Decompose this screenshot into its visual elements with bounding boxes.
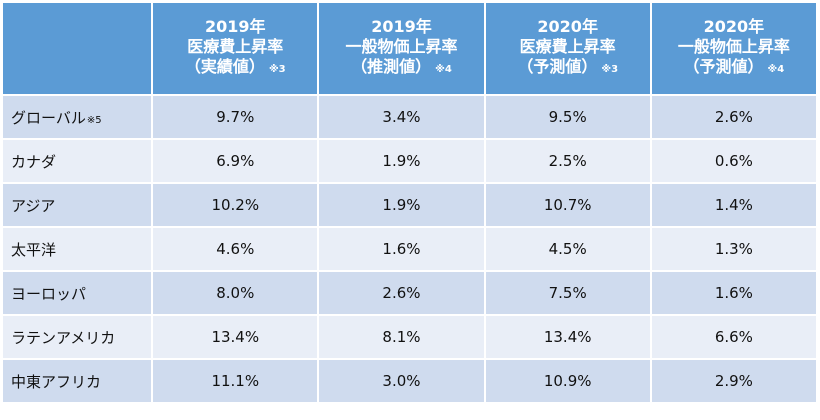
header-title: 一般物価上昇率 bbox=[677, 37, 790, 56]
table-cell: 10.2% bbox=[151, 182, 320, 228]
rates-table: 2019年 医療費上昇率 （実績値） ※3 2019年 一般物価上昇率 （推測値）… bbox=[0, 1, 819, 404]
table-row: アジア 10.2% 1.9% 10.7% 1.4% bbox=[0, 182, 819, 228]
table-cell: 8.1% bbox=[317, 314, 486, 360]
row-label: 中東アフリカ bbox=[0, 358, 154, 404]
row-label: ヨーロッパ bbox=[0, 270, 154, 316]
header-year: 2019年 bbox=[371, 17, 432, 36]
header-year: 2019年 bbox=[205, 17, 266, 36]
header-note: ※3 bbox=[268, 64, 286, 75]
table-cell: 13.4% bbox=[483, 314, 652, 360]
row-note: ※5 bbox=[86, 114, 102, 126]
header-col-2: 2019年 一般物価上昇率 （推測値） ※4 bbox=[317, 1, 486, 96]
header-kind: （実績値） ※3 bbox=[184, 57, 286, 76]
header-corner bbox=[0, 1, 154, 96]
header-year: 2020年 bbox=[537, 17, 598, 36]
table-cell: 6.6% bbox=[649, 314, 819, 360]
table-cell: 2.6% bbox=[649, 94, 819, 140]
table-cell: 1.3% bbox=[649, 226, 819, 272]
table-cell: 10.9% bbox=[483, 358, 652, 404]
header-note: ※4 bbox=[767, 64, 785, 75]
table-row: カナダ 6.9% 1.9% 2.5% 0.6% bbox=[0, 138, 819, 184]
header-title: 一般物価上昇率 bbox=[345, 37, 458, 56]
table-cell: 7.5% bbox=[483, 270, 652, 316]
table-cell: 10.7% bbox=[483, 182, 652, 228]
table-cell: 6.9% bbox=[151, 138, 320, 184]
header-note: ※4 bbox=[435, 64, 452, 75]
header-col-1: 2019年 医療費上昇率 （実績値） ※3 bbox=[151, 1, 320, 96]
row-label: グローバル※5 bbox=[0, 94, 154, 140]
row-label: カナダ bbox=[0, 138, 154, 184]
header-kind: （推測値） ※4 bbox=[351, 57, 452, 76]
table-cell: 0.6% bbox=[649, 138, 819, 184]
table-cell: 4.6% bbox=[151, 226, 320, 272]
table-cell: 1.6% bbox=[649, 270, 819, 316]
table-cell: 1.9% bbox=[317, 182, 486, 228]
row-label: ラテンアメリカ bbox=[0, 314, 154, 360]
table-cell: 13.4% bbox=[151, 314, 320, 360]
header-note: ※3 bbox=[601, 64, 619, 75]
header-col-4: 2020年 一般物価上昇率 （予測値） ※4 bbox=[649, 1, 819, 96]
header-year: 2020年 bbox=[703, 17, 765, 36]
header-title: 医療費上昇率 bbox=[519, 37, 616, 56]
table-row: 太平洋 4.6% 1.6% 4.5% 1.3% bbox=[0, 226, 819, 272]
header-kind: （予測値） ※4 bbox=[683, 57, 785, 76]
table-cell: 1.9% bbox=[317, 138, 486, 184]
table-cell: 9.7% bbox=[151, 94, 320, 140]
table-cell: 3.0% bbox=[317, 358, 486, 404]
table-cell: 2.5% bbox=[483, 138, 652, 184]
header-kind: （予測値） ※3 bbox=[517, 57, 619, 76]
header-col-3: 2020年 医療費上昇率 （予測値） ※3 bbox=[483, 1, 652, 96]
table-cell: 8.0% bbox=[151, 270, 320, 316]
table-cell: 3.4% bbox=[317, 94, 486, 140]
table-cell: 2.9% bbox=[649, 358, 819, 404]
table-row: ヨーロッパ 8.0% 2.6% 7.5% 1.6% bbox=[0, 270, 819, 316]
header-row: 2019年 医療費上昇率 （実績値） ※3 2019年 一般物価上昇率 （推測値）… bbox=[0, 1, 819, 96]
header-title: 医療費上昇率 bbox=[187, 37, 284, 56]
row-label: アジア bbox=[0, 182, 154, 228]
table-row: 中東アフリカ 11.1% 3.0% 10.9% 2.9% bbox=[0, 358, 819, 404]
table-row: グローバル※5 9.7% 3.4% 9.5% 2.6% bbox=[0, 94, 819, 140]
table-cell: 2.6% bbox=[317, 270, 486, 316]
table-cell: 1.6% bbox=[317, 226, 486, 272]
table-cell: 9.5% bbox=[483, 94, 652, 140]
table-row: ラテンアメリカ 13.4% 8.1% 13.4% 6.6% bbox=[0, 314, 819, 360]
table-cell: 11.1% bbox=[151, 358, 320, 404]
table-cell: 1.4% bbox=[649, 182, 819, 228]
table-cell: 4.5% bbox=[483, 226, 652, 272]
row-label: 太平洋 bbox=[0, 226, 154, 272]
